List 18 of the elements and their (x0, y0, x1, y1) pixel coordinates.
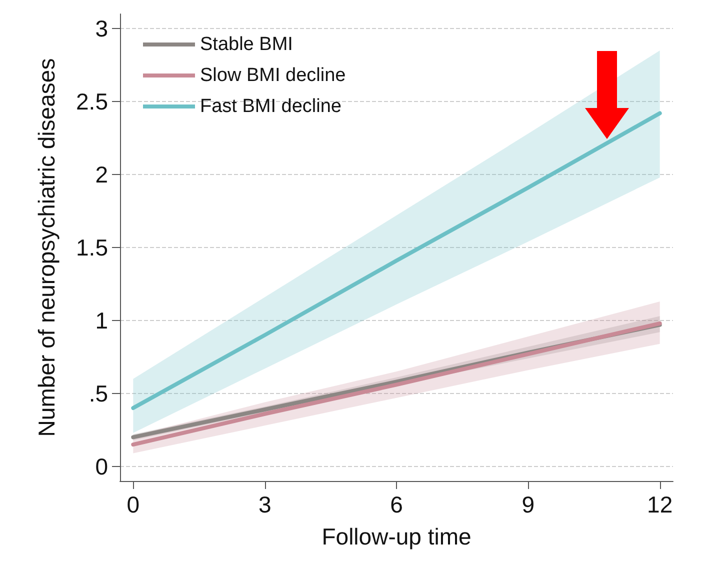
legend-label: Stable BMI (200, 34, 293, 55)
x-tick-label: 9 (522, 492, 535, 518)
y-tick-label: 2.5 (76, 88, 108, 115)
y-tick-label: 0 (95, 453, 108, 480)
x-tick-label: 3 (258, 492, 272, 518)
y-tick-label: 1 (95, 307, 108, 334)
y-tick-label: 3 (95, 16, 108, 42)
legend-label: Slow BMI decline (200, 65, 346, 86)
x-tick-label: 0 (126, 492, 140, 518)
x-tick-label: 6 (390, 492, 403, 518)
y-tick-label: 1.5 (76, 234, 108, 260)
x-tick-label: 12 (647, 492, 673, 518)
y-tick-label: .5 (88, 380, 108, 406)
legend-label: Fast BMI decline (200, 96, 342, 117)
x-axis-title: Follow-up time (322, 524, 472, 550)
y-tick-label: 2 (95, 162, 108, 188)
y-axis-title: Number of neuropsychiatric diseases (34, 58, 60, 437)
line-series (131, 111, 662, 410)
